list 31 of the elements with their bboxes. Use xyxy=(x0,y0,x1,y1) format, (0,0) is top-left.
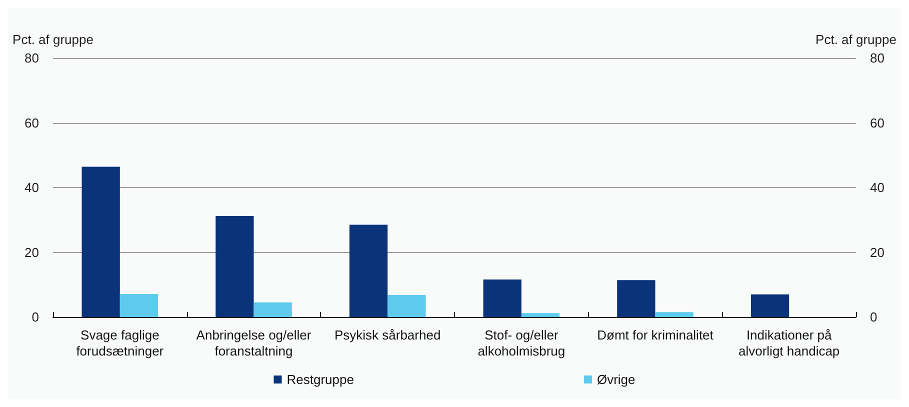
bar xyxy=(120,294,158,317)
y2-tick-label: 40 xyxy=(870,180,884,195)
y-tick-label: 0 xyxy=(32,310,39,324)
y2-tick-label: 0 xyxy=(870,310,878,324)
y-tick-label: 20 xyxy=(24,244,39,260)
bar xyxy=(617,280,656,317)
x-tick-label: Psykisk sårbarhed xyxy=(334,328,441,342)
bar xyxy=(483,279,522,317)
x-tick-label: Stof- og/eller alkoholmisbrug xyxy=(478,328,566,358)
x-tick-label: Anbringelse og/eller foranstaltning xyxy=(196,328,312,358)
bar xyxy=(388,294,426,317)
x-tick-label: Indikationer på alvorligt handicap xyxy=(738,328,840,358)
y-tick-label: 40 xyxy=(24,180,39,195)
bar xyxy=(750,294,790,317)
bar xyxy=(349,224,388,317)
y2-tick-label: 60 xyxy=(870,115,884,130)
bar xyxy=(82,166,120,317)
y2-tick-label: 20 xyxy=(870,244,884,260)
bar xyxy=(655,312,694,317)
y-tick-label: 60 xyxy=(24,115,39,130)
legend-label: Øvrige xyxy=(596,372,636,387)
legend-label: Restgruppe xyxy=(286,372,354,387)
bar xyxy=(254,302,292,317)
y-tick-label: 80 xyxy=(24,50,39,66)
bar xyxy=(521,313,560,317)
y2-axis-title: Pct. af gruppe xyxy=(816,32,896,47)
y-axis-title: Pct. af gruppe xyxy=(12,32,94,47)
bar xyxy=(216,216,254,317)
y2-tick-label: 80 xyxy=(870,50,884,66)
x-tick-label: Dømt for kriminalitet xyxy=(597,328,714,342)
x-tick-label: Svage faglige forudsætninger xyxy=(76,328,164,358)
